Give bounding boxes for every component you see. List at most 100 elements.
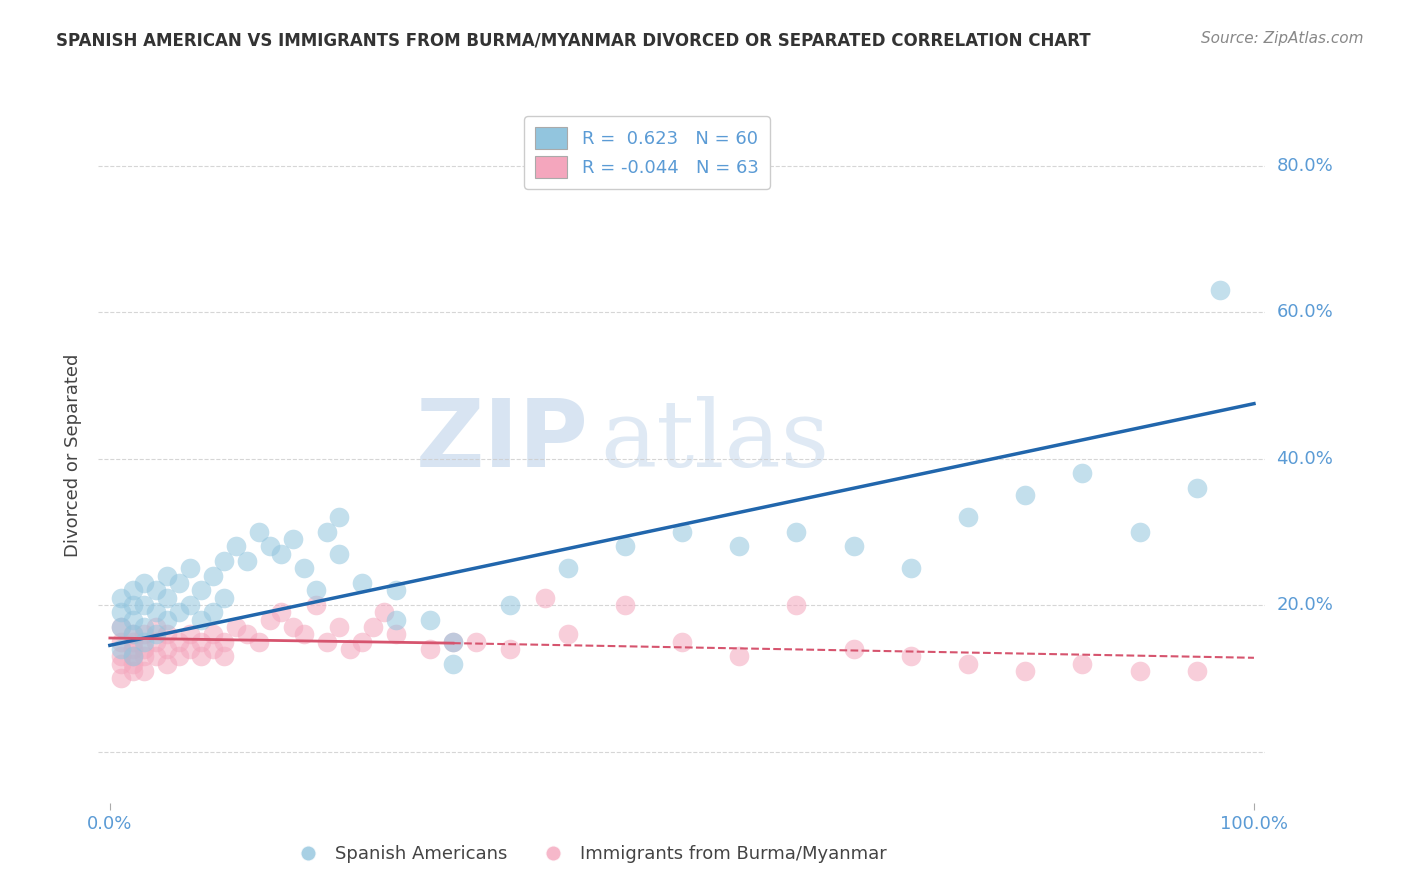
Point — [956, 510, 979, 524]
Point — [201, 606, 224, 620]
Point — [145, 627, 167, 641]
Point — [156, 657, 179, 671]
Point — [156, 568, 179, 582]
Point — [134, 642, 156, 657]
Point — [247, 524, 270, 539]
Text: 20.0%: 20.0% — [1277, 596, 1333, 614]
Point — [121, 664, 143, 678]
Point — [385, 627, 408, 641]
Point — [179, 598, 201, 612]
Point — [1208, 283, 1230, 297]
Point — [167, 576, 190, 591]
Point — [225, 620, 247, 634]
Text: Source: ZipAtlas.com: Source: ZipAtlas.com — [1201, 31, 1364, 46]
Point — [328, 620, 350, 634]
Point — [728, 649, 751, 664]
Point — [167, 634, 190, 648]
Point — [671, 634, 693, 648]
Point — [145, 583, 167, 598]
Point — [134, 627, 156, 641]
Point — [121, 627, 143, 641]
Text: atlas: atlas — [600, 396, 830, 486]
Point — [292, 627, 315, 641]
Point — [259, 540, 281, 554]
Point — [201, 627, 224, 641]
Point — [121, 613, 143, 627]
Point — [134, 664, 156, 678]
Point — [385, 583, 408, 598]
Point — [225, 540, 247, 554]
Point — [270, 606, 292, 620]
Point — [156, 642, 179, 657]
Point — [441, 634, 464, 648]
Point — [190, 649, 212, 664]
Point — [842, 642, 865, 657]
Text: 60.0%: 60.0% — [1277, 303, 1333, 321]
Point — [613, 540, 636, 554]
Point — [499, 642, 522, 657]
Point — [121, 642, 143, 657]
Point — [1014, 488, 1036, 502]
Point — [1128, 664, 1150, 678]
Point — [190, 634, 212, 648]
Point — [121, 649, 143, 664]
Point — [270, 547, 292, 561]
Point — [236, 554, 259, 568]
Text: SPANISH AMERICAN VS IMMIGRANTS FROM BURMA/MYANMAR DIVORCED OR SEPARATED CORRELAT: SPANISH AMERICAN VS IMMIGRANTS FROM BURM… — [56, 31, 1091, 49]
Point — [900, 649, 922, 664]
Point — [121, 634, 143, 648]
Point — [110, 591, 132, 605]
Point — [134, 620, 156, 634]
Point — [361, 620, 384, 634]
Point — [110, 634, 132, 648]
Point — [350, 634, 373, 648]
Point — [328, 547, 350, 561]
Legend: R =  0.623   N = 60, R = -0.044   N = 63: R = 0.623 N = 60, R = -0.044 N = 63 — [524, 116, 769, 189]
Point — [1014, 664, 1036, 678]
Point — [190, 583, 212, 598]
Point — [785, 524, 807, 539]
Point — [156, 627, 179, 641]
Point — [419, 642, 441, 657]
Point — [441, 634, 464, 648]
Point — [728, 540, 751, 554]
Point — [145, 620, 167, 634]
Point — [110, 642, 132, 657]
Point — [121, 598, 143, 612]
Point — [201, 642, 224, 657]
Point — [385, 613, 408, 627]
Point — [214, 591, 236, 605]
Point — [190, 613, 212, 627]
Point — [179, 642, 201, 657]
Point — [842, 540, 865, 554]
Point — [557, 561, 579, 575]
Point — [179, 627, 201, 641]
Point — [281, 532, 304, 546]
Point — [785, 598, 807, 612]
Point — [214, 634, 236, 648]
Point — [1071, 467, 1094, 481]
Point — [281, 620, 304, 634]
Point — [533, 591, 555, 605]
Point — [373, 606, 395, 620]
Point — [1128, 524, 1150, 539]
Point — [145, 606, 167, 620]
Point — [156, 591, 179, 605]
Point — [179, 561, 201, 575]
Point — [156, 613, 179, 627]
Point — [1185, 664, 1208, 678]
Point — [328, 510, 350, 524]
Point — [110, 657, 132, 671]
Point — [167, 606, 190, 620]
Text: 80.0%: 80.0% — [1277, 157, 1333, 175]
Point — [145, 634, 167, 648]
Text: ZIP: ZIP — [416, 395, 589, 487]
Point — [110, 671, 132, 685]
Point — [134, 649, 156, 664]
Point — [613, 598, 636, 612]
Point — [121, 649, 143, 664]
Point — [167, 649, 190, 664]
Point — [247, 634, 270, 648]
Point — [441, 657, 464, 671]
Point — [201, 568, 224, 582]
